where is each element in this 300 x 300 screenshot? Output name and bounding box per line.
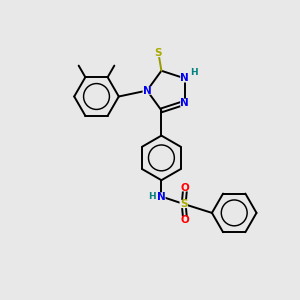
FancyBboxPatch shape <box>181 217 189 224</box>
Text: S: S <box>180 199 188 209</box>
Text: H: H <box>190 68 198 77</box>
Text: O: O <box>181 183 190 193</box>
Text: N: N <box>180 73 189 83</box>
FancyBboxPatch shape <box>181 184 189 191</box>
Text: N: N <box>157 191 166 202</box>
FancyBboxPatch shape <box>190 69 198 77</box>
FancyBboxPatch shape <box>180 74 189 82</box>
Text: S: S <box>155 48 162 58</box>
FancyBboxPatch shape <box>179 200 188 208</box>
Text: N: N <box>180 98 189 108</box>
Text: O: O <box>181 215 190 225</box>
Text: H: H <box>148 192 156 201</box>
FancyBboxPatch shape <box>180 99 189 107</box>
FancyBboxPatch shape <box>142 86 152 95</box>
FancyBboxPatch shape <box>157 192 166 201</box>
Text: N: N <box>143 85 152 96</box>
FancyBboxPatch shape <box>154 49 163 57</box>
FancyBboxPatch shape <box>148 193 156 200</box>
